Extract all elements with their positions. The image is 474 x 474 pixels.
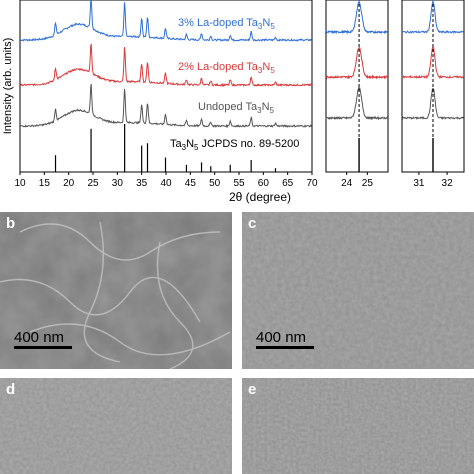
sem-texture-b: [0, 212, 232, 369]
x-tick-label: 40: [160, 178, 172, 189]
xrd-trace-2: [19, 83, 313, 129]
y-axis-label: Intensity (arb. units): [2, 38, 14, 135]
x-tick-label: 45: [185, 178, 197, 189]
sem-panel-b: b 400 nm: [0, 212, 232, 369]
axis-ticks: 10 15 20 25 30 35 40 45 50 55 60 65 70 24 25 31 32: [14, 172, 453, 189]
legend-reference: Ta3N5 JCPDS no. 89-5200: [170, 138, 299, 152]
legend-2pct: 2% La-doped Ta3N5: [178, 61, 275, 75]
sem-texture-e: [242, 378, 474, 474]
x-tick-label: 25: [87, 178, 99, 189]
zoom1-traces: [325, 0, 389, 172]
xrd-trace-0: [19, 0, 313, 42]
scale-bar-b: [14, 346, 72, 349]
zoom-trace-1: [325, 46, 389, 80]
zoom-trace-2: [325, 85, 389, 121]
x-tick-label: 65: [282, 178, 294, 189]
x-tick-label: 60: [258, 178, 270, 189]
zoom1-plot-frame: [325, 0, 389, 173]
legend-undoped: Undoped Ta3N5: [198, 101, 275, 115]
zoom-trace-2: [401, 88, 464, 120]
x-axis-label: 2θ (degree): [229, 190, 291, 204]
zoom-trace-0: [325, 0, 389, 35]
x-tick-label: 20: [63, 178, 75, 189]
x-tick-label: 15: [39, 178, 51, 189]
xrd-figure: 10 15 20 25 30 35 40 45 50 55 60 65 70 24 25 31 32 Inten…: [2, 0, 465, 204]
sem-panel-e: e: [242, 378, 474, 474]
scale-label-b: 400 nm: [14, 329, 65, 346]
x-tick-label: 24: [341, 178, 353, 189]
panel-label-b: b: [6, 215, 16, 232]
sem-texture-c: [242, 212, 474, 369]
x-tick-label: 50: [209, 178, 221, 189]
scale-label-c: 400 nm: [256, 329, 307, 346]
zoom-trace-0: [401, 0, 464, 35]
panel-label-c: c: [248, 215, 257, 232]
x-tick-label: 25: [362, 178, 374, 189]
panel-label-d: d: [6, 381, 16, 398]
main-traces: [19, 0, 313, 129]
x-tick-label: 32: [442, 178, 454, 189]
panel-label-e: e: [248, 381, 257, 398]
x-tick-label: 31: [413, 178, 425, 189]
zoom-trace-1: [401, 45, 464, 80]
zoom2-traces: [401, 0, 464, 172]
sem-panel-c: c 400 nm: [242, 212, 474, 369]
sem-texture-d: [0, 378, 232, 474]
legend-3pct: 3% La-doped Ta3N5: [178, 17, 275, 31]
sem-panel-d: d: [0, 378, 232, 474]
x-tick-label: 10: [14, 178, 26, 189]
xrd-trace-1: [19, 43, 313, 88]
x-tick-label: 70: [306, 178, 318, 189]
x-tick-label: 55: [233, 178, 245, 189]
x-tick-label: 30: [112, 178, 124, 189]
scale-bar-c: [256, 346, 314, 349]
reference-lines: [54, 124, 277, 172]
x-tick-label: 35: [136, 178, 148, 189]
